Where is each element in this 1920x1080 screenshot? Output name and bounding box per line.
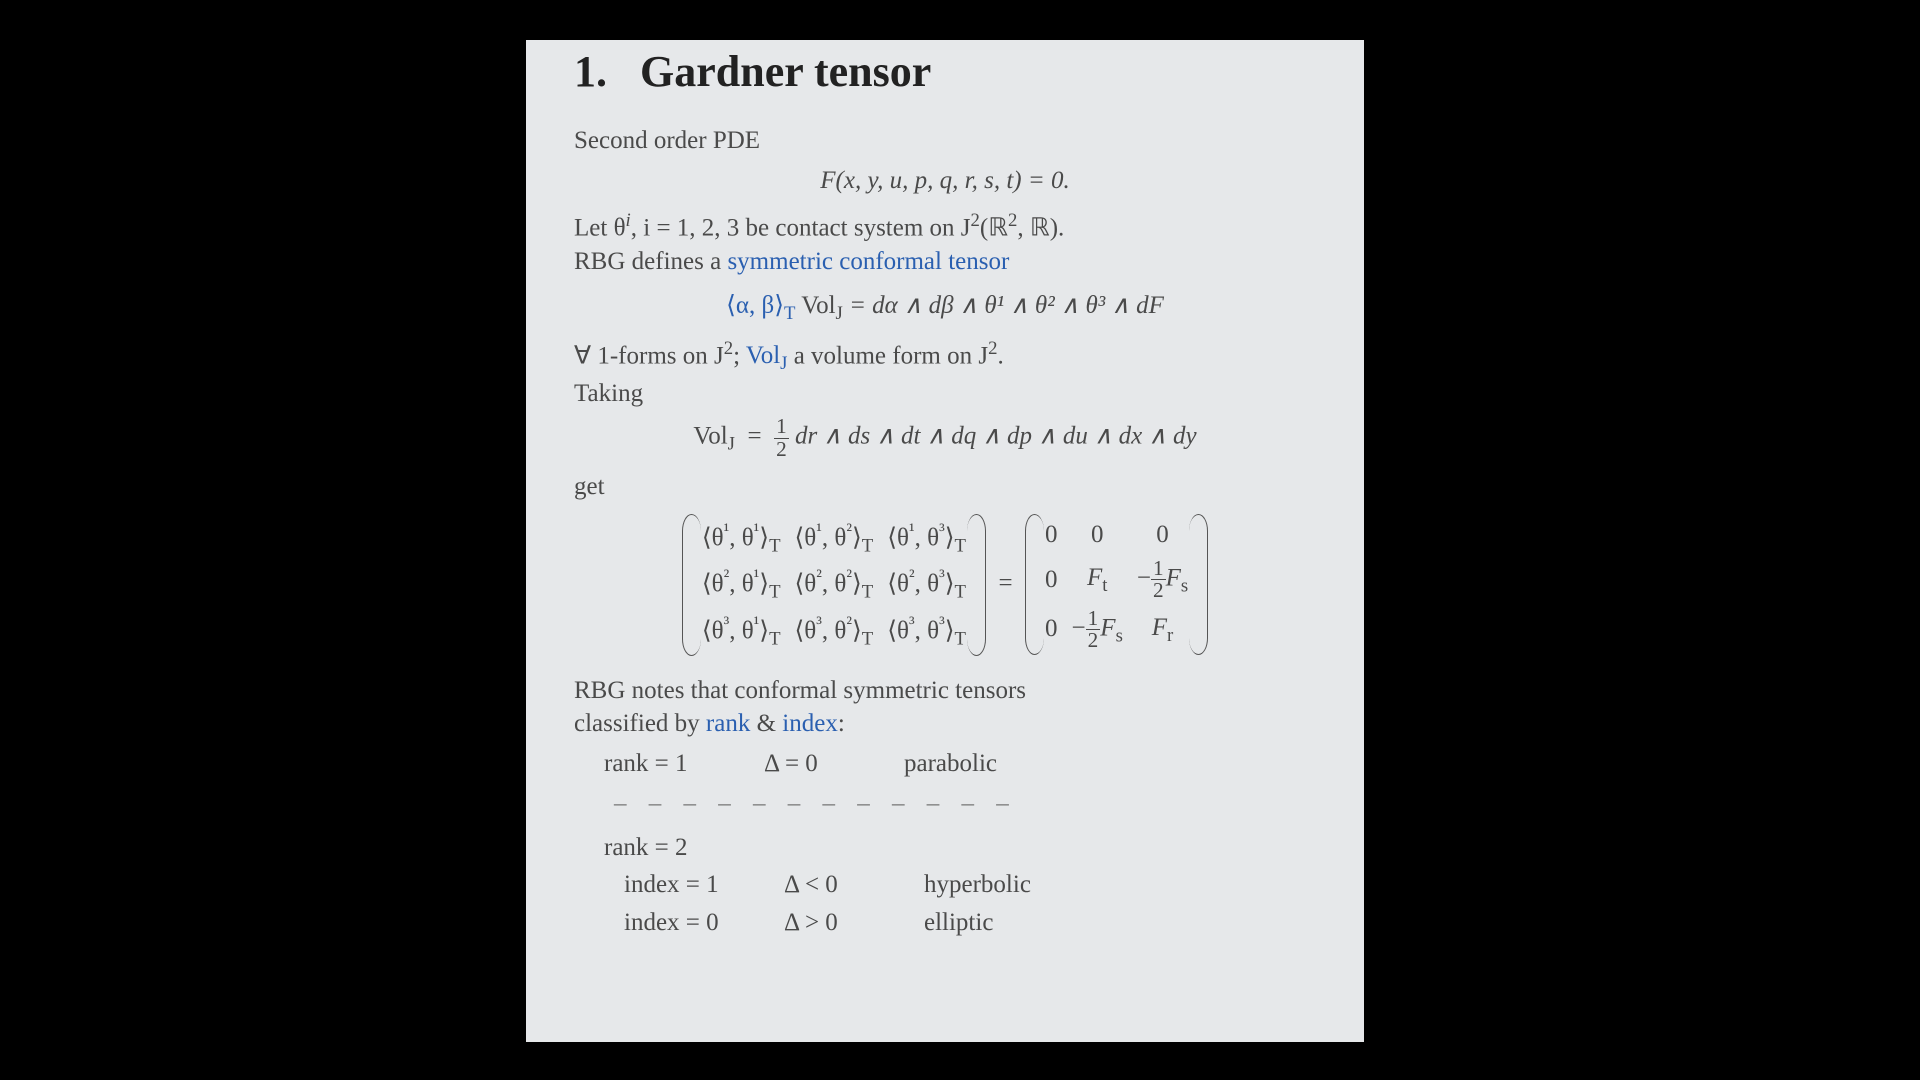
term-symmetric-conformal-tensor: symmetric conformal tensor [727, 248, 1009, 275]
matrix-cell: 0 [1045, 563, 1058, 597]
sup: 2 [724, 338, 733, 359]
cell: index = 0 [624, 906, 774, 940]
t: . [997, 342, 1003, 369]
cell: parabolic [904, 747, 1316, 781]
sub: J [728, 434, 735, 455]
equation-vol-value: VolJ = 12 dr ∧ ds ∧ dt ∧ dq ∧ dp ∧ du ∧ … [574, 416, 1316, 460]
t: Vol [746, 342, 780, 369]
text-line: get [574, 470, 1316, 504]
title-text: Gardner tensor [640, 47, 931, 96]
text-line: Second order PDE [574, 124, 1316, 158]
cell: Δ < 0 [784, 868, 914, 902]
t: Vol [795, 292, 835, 319]
equation-matrix: ⟨θ¹, θ¹⟩T ⟨θ¹, θ²⟩T ⟨θ¹, θ³⟩T ⟨θ², θ¹⟩T ⟨θ²,… [574, 514, 1316, 656]
divider-dashes: – – – – – – – – – – – – [614, 787, 1316, 821]
t: (ℝ [980, 214, 1008, 241]
sup: 2 [971, 210, 980, 231]
matrix-cell: ⟨θ², θ²⟩T [795, 564, 874, 605]
t: classified by [574, 710, 706, 737]
matrix-cell: Fr [1152, 611, 1174, 648]
table-row: rank = 2 [604, 831, 1316, 865]
matrix-left: ⟨θ¹, θ¹⟩T ⟨θ¹, θ²⟩T ⟨θ¹, θ³⟩T ⟨θ², θ¹⟩T ⟨θ²,… [682, 514, 986, 656]
t: & [750, 710, 782, 737]
cell: hyperbolic [924, 868, 1316, 902]
cell: rank = 2 [604, 831, 754, 865]
paren-icon [974, 514, 986, 656]
matrix-cell: 0 [1156, 518, 1169, 552]
t: Vol [693, 423, 727, 450]
matrix-cell: ⟨θ², θ¹⟩T [702, 564, 781, 605]
matrix-grid: ⟨θ¹, θ¹⟩T ⟨θ¹, θ²⟩T ⟨θ¹, θ³⟩T ⟨θ², θ¹⟩T ⟨θ²,… [694, 514, 974, 656]
matrix-cell: ⟨θ³, θ²⟩T [795, 611, 874, 652]
equation-pde: F(x, y, u, p, q, r, s, t) = 0. [574, 164, 1316, 198]
matrix-cell: 0 [1091, 518, 1104, 552]
t: RBG defines a [574, 248, 727, 275]
sup: 2 [1008, 210, 1017, 231]
matrix-cell: ⟨θ¹, θ²⟩T [795, 518, 874, 559]
matrix-cell: ⟨θ³, θ³⟩T [887, 611, 966, 652]
matrix-grid: 0000Ft−12Fs0−12FsFr [1037, 514, 1196, 655]
matrix-cell: −12Fs [1072, 608, 1123, 652]
fraction-half: 12 [774, 416, 789, 460]
matrix-cell: 0 [1045, 518, 1058, 552]
matrix-right: 0000Ft−12Fs0−12FsFr [1025, 514, 1208, 655]
t: , i = 1, 2, 3 be contact system on J [631, 214, 971, 241]
classification-table: rank = 2 index = 1 Δ < 0 hyperbolic inde… [604, 831, 1316, 940]
paren-icon [1196, 514, 1208, 655]
t: a volume form on J [787, 342, 988, 369]
t: dr ∧ ds ∧ dt ∧ dq ∧ dp ∧ du ∧ dx ∧ dy [795, 423, 1197, 450]
paren-icon [682, 514, 694, 656]
slide-body: Second order PDE F(x, y, u, p, q, r, s, … [574, 124, 1316, 939]
cell: Δ = 0 [764, 747, 894, 781]
text-line: RBG defines a symmetric conformal tensor [574, 245, 1316, 279]
t: = dα ∧ dβ ∧ θ¹ ∧ θ² ∧ θ³ ∧ dF [843, 292, 1164, 319]
cell: Δ > 0 [784, 906, 914, 940]
table-row: index = 0 Δ > 0 elliptic [624, 906, 1316, 940]
sub: J [836, 303, 843, 324]
slide: 1. Gardner tensor Second order PDE F(x, … [526, 40, 1364, 1042]
t: ⟨α, β⟩ [726, 292, 784, 319]
equation-text: F(x, y, u, p, q, r, s, t) = 0. [820, 167, 1070, 194]
text-line: Taking [574, 377, 1316, 411]
matrix-cell: Ft [1087, 561, 1108, 598]
matrix-cell: ⟨θ³, θ¹⟩T [702, 611, 781, 652]
paren-icon [1025, 514, 1037, 655]
t: ∀ 1-forms on J [574, 342, 724, 369]
text-line: Let θi, i = 1, 2, 3 be contact system on… [574, 208, 1316, 245]
slide-content: 1. Gardner tensor Second order PDE F(x, … [526, 40, 1364, 966]
cell: rank = 1 [604, 747, 754, 781]
cell [764, 831, 894, 865]
slide-title: 1. Gardner tensor [574, 48, 1316, 96]
table-row: index = 1 Δ < 0 hyperbolic [624, 868, 1316, 902]
cell: index = 1 [624, 868, 774, 902]
matrix-cell: −12Fs [1137, 558, 1188, 602]
matrix-cell: ⟨θ¹, θ³⟩T [887, 518, 966, 559]
cell [904, 831, 1316, 865]
term-index: index [782, 710, 838, 737]
text-line: classified by rank & index: [574, 707, 1316, 741]
table-row: rank = 1 Δ = 0 parabolic [604, 747, 1316, 781]
t: : [838, 710, 845, 737]
title-number: 1. [574, 47, 607, 96]
classification-table: rank = 1 Δ = 0 parabolic [604, 747, 1316, 781]
t: Let θ [574, 214, 626, 241]
sub: T [784, 303, 795, 324]
term-rank: rank [706, 710, 750, 737]
t: ; [733, 342, 746, 369]
text-line: RBG notes that conformal symmetric tenso… [574, 674, 1316, 708]
text-line: ∀ 1-forms on J2; VolJ a volume form on J… [574, 336, 1316, 377]
stage: 1. Gardner tensor Second order PDE F(x, … [0, 0, 1920, 1080]
t: , ℝ). [1017, 214, 1064, 241]
matrix-cell: ⟨θ¹, θ¹⟩T [702, 518, 781, 559]
equation-vol-def: ⟨α, β⟩T VolJ = dα ∧ dβ ∧ θ¹ ∧ θ² ∧ θ³ ∧ … [574, 289, 1316, 326]
term-vol: VolJ [746, 342, 788, 369]
angle-bracket: ⟨α, β⟩T [726, 292, 795, 319]
cell: elliptic [924, 906, 1316, 940]
matrix-cell: 0 [1045, 612, 1058, 646]
matrix-cell: ⟨θ², θ³⟩T [887, 564, 966, 605]
